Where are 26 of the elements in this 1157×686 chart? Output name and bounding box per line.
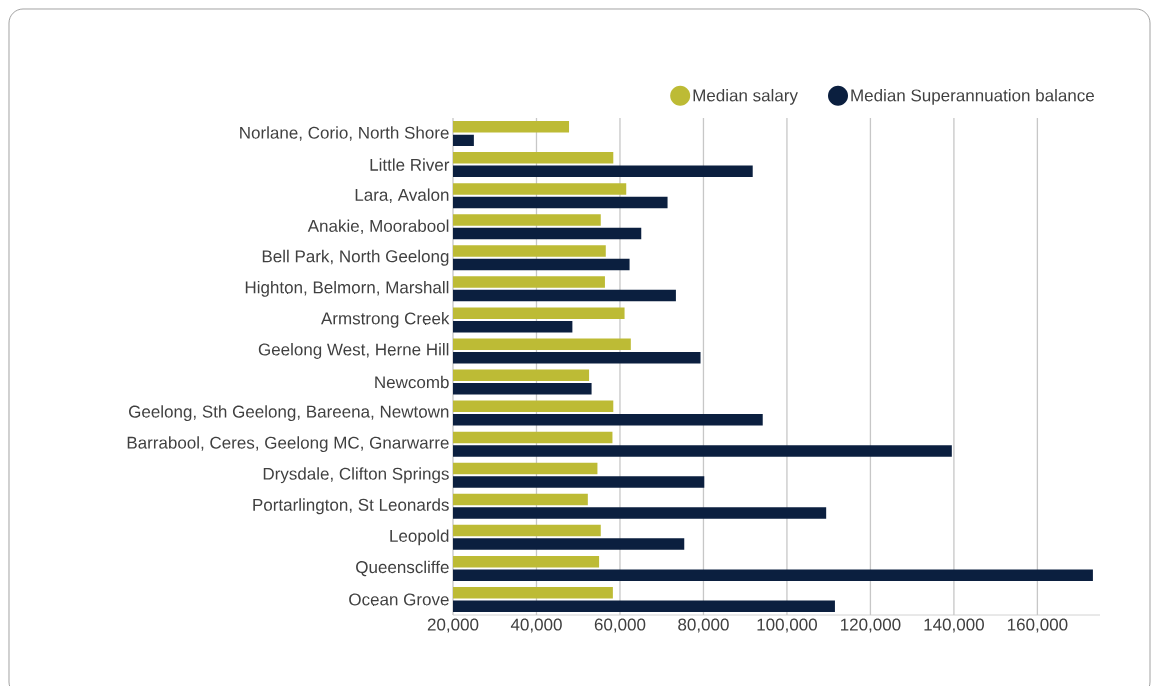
y-tick-label: Highton, Belmorn, Marshall: [245, 280, 449, 297]
x-tick-label: 80,000: [678, 618, 729, 633]
y-tick-label: Bell Park, North Geelong: [262, 249, 449, 266]
legend-label: Median salary: [693, 88, 798, 105]
x-tick-label: 100,000: [757, 618, 817, 633]
y-tick-label: Ocean Grove: [349, 593, 449, 606]
y-tick-label: Queenscliffe: [356, 560, 449, 577]
y-tick-label: Newcomb: [375, 375, 449, 389]
y-tick-label: Little River: [370, 158, 450, 171]
y-tick-label: Armstrong Creek: [321, 311, 450, 328]
x-tick-label: 40,000: [510, 618, 562, 633]
y-tick-label: Portarlington, St Leonards: [253, 498, 449, 515]
y-tick-label: Anakie, Moorabool: [307, 219, 449, 234]
y-tick-label: Leopold: [390, 529, 449, 546]
y-tick-label: Drysdale, Clifton Springs: [263, 467, 449, 484]
x-tick-label: 140,000: [924, 618, 984, 633]
y-tick-label: Norlane, Corio, North Shore: [240, 126, 449, 141]
x-tick-label: 120,000: [841, 618, 901, 633]
x-tick-label: 60,000: [594, 618, 646, 633]
y-tick-label: Lara, Avalon: [355, 188, 449, 203]
y-tick-label: Geelong, Sth Geelong, Bareena, Newtown: [129, 405, 449, 422]
x-tick-label: 160,000: [1007, 618, 1068, 633]
legend-label: Median Superannuation balance: [851, 88, 1094, 105]
y-tick-label: Barrabool, Ceres, Geelong MC, Gnarwarre: [127, 436, 449, 453]
y-tick-label: Geelong West, Herne Hill: [258, 343, 449, 359]
x-tick-label: 20,000: [427, 618, 479, 633]
